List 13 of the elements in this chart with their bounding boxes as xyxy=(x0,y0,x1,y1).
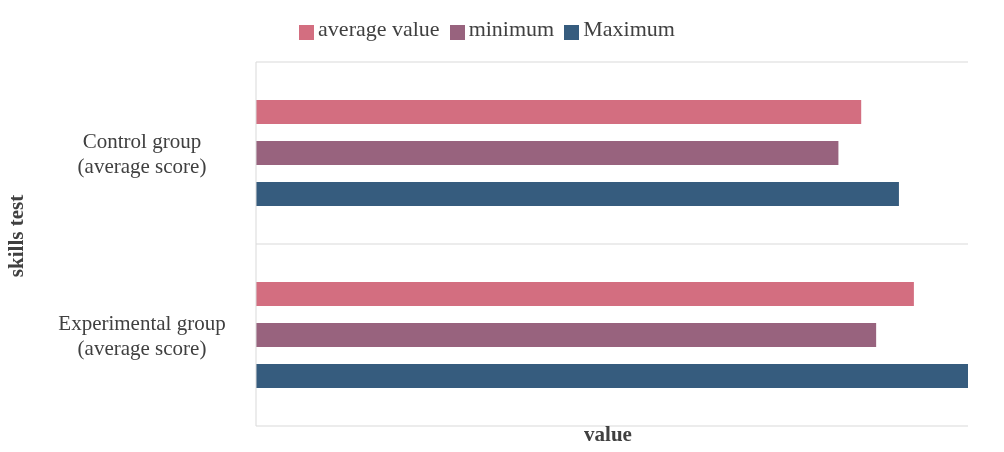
legend-label: Maximum xyxy=(583,16,675,41)
y-tick-label: Control group (average score) xyxy=(77,128,207,178)
bar xyxy=(256,141,839,165)
bar xyxy=(256,182,899,206)
bar xyxy=(256,100,862,124)
y-axis-title: skills test xyxy=(3,194,29,278)
bar xyxy=(256,364,968,388)
legend-label: average value xyxy=(318,16,440,41)
y-tick-label: Experimental group (average score) xyxy=(58,310,226,360)
legend-label: minimum xyxy=(468,16,555,41)
x-axis-title: value xyxy=(583,422,633,447)
bar xyxy=(256,323,877,347)
bar xyxy=(256,282,914,306)
